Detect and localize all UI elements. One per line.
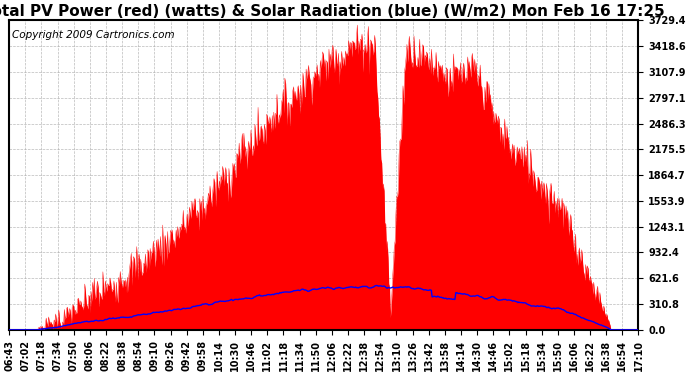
Title: Total PV Power (red) (watts) & Solar Radiation (blue) (W/m2) Mon Feb 16 17:25: Total PV Power (red) (watts) & Solar Rad… (0, 4, 664, 19)
Text: Copyright 2009 Cartronics.com: Copyright 2009 Cartronics.com (12, 30, 175, 40)
